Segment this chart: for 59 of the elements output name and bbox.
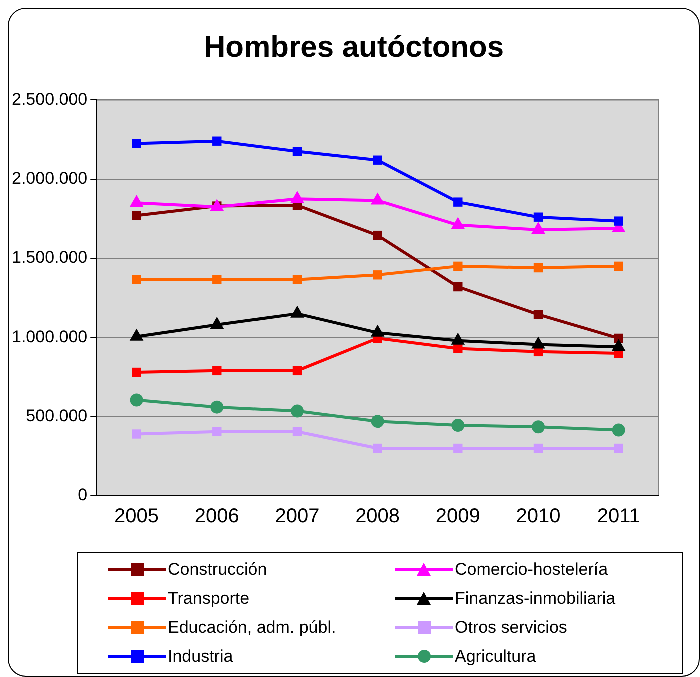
- point: [210, 400, 224, 414]
- y-tick-label: 0: [78, 486, 88, 505]
- y-tick-label: 1.500.000: [12, 248, 88, 268]
- point: [292, 147, 302, 156]
- point: [292, 275, 302, 284]
- x-tick-label: 2005: [114, 506, 160, 528]
- point: [373, 270, 382, 280]
- x-tick-label: 2007: [275, 506, 320, 528]
- point: [373, 156, 382, 165]
- point: [534, 310, 544, 320]
- point: [614, 262, 624, 272]
- point: [534, 263, 544, 273]
- point: [130, 394, 144, 407]
- legend-label: Construcción: [168, 560, 268, 580]
- point: [373, 444, 382, 454]
- point: [132, 139, 142, 148]
- y-tick-label: 2.000.000: [12, 169, 88, 188]
- legend-label: Otros servicios: [455, 618, 568, 638]
- point: [212, 275, 222, 284]
- point: [454, 282, 463, 292]
- legend-label: Finanzas-inmobiliaria: [455, 588, 616, 608]
- x-tick-label: 2011: [597, 506, 640, 528]
- point: [132, 211, 142, 220]
- point: [614, 216, 624, 226]
- point: [292, 366, 302, 376]
- legend-label: Industria: [168, 646, 234, 666]
- point: [614, 444, 624, 454]
- point: [454, 262, 463, 272]
- point: [454, 198, 463, 207]
- x-tick-label: 2006: [194, 506, 240, 528]
- x-tick-label: 2010: [516, 506, 561, 528]
- point: [534, 444, 544, 454]
- point: [373, 230, 382, 240]
- point: [534, 212, 544, 222]
- y-tick-label: 1.000.000: [12, 327, 88, 346]
- x-tick-label: 2008: [356, 506, 400, 528]
- legend-label: Transporte: [168, 588, 250, 608]
- point: [454, 444, 463, 454]
- point: [371, 415, 384, 428]
- point: [212, 366, 222, 376]
- chart-title: Hombres autóctonos: [202, 31, 506, 65]
- point: [532, 420, 545, 434]
- point: [454, 344, 463, 354]
- point: [132, 430, 142, 439]
- legend-label: Educación, adm. públ.: [168, 618, 336, 638]
- point: [612, 424, 626, 437]
- point: [614, 334, 624, 344]
- legend-label: Comercio-hostelería: [455, 560, 608, 580]
- point: [290, 404, 304, 418]
- x-tick-label: 2009: [436, 506, 480, 528]
- point: [132, 368, 142, 378]
- point: [212, 136, 222, 146]
- point: [452, 419, 465, 432]
- point: [292, 427, 302, 436]
- legend-label: Agricultura: [455, 646, 536, 666]
- y-tick-label: 2.500.000: [12, 90, 88, 109]
- point: [212, 427, 222, 436]
- point: [132, 275, 142, 284]
- y-tick-label: 500.000: [26, 406, 88, 426]
